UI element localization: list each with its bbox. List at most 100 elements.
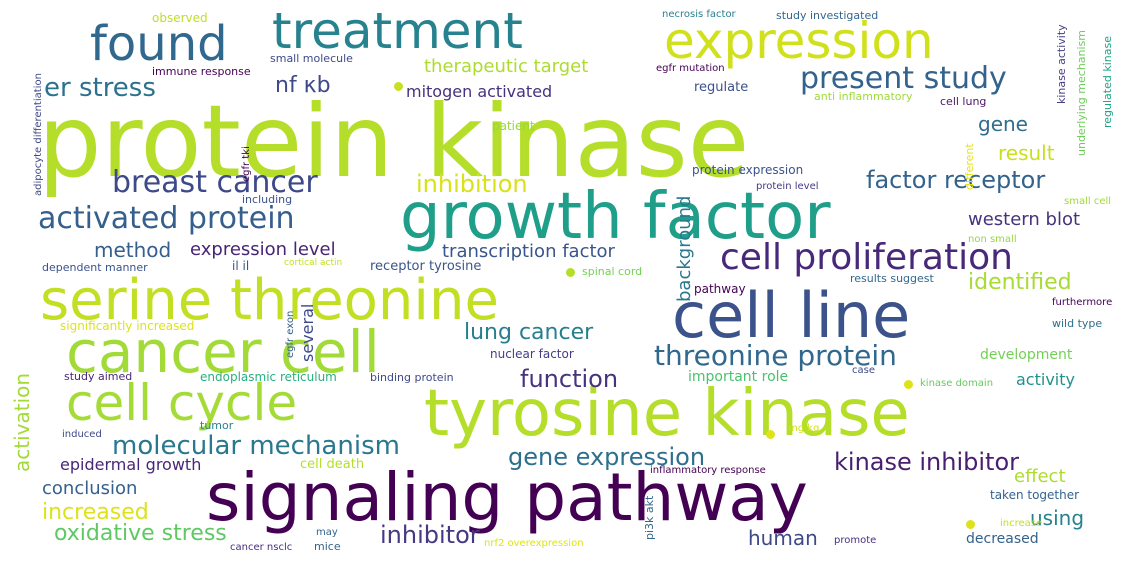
word-signaling-pathway: signaling pathway [206, 459, 808, 536]
word-results-suggest: results suggest [850, 272, 934, 285]
word-breast-cancer: breast cancer [112, 165, 318, 200]
dot-mark [766, 430, 775, 439]
word-egfr-mutation: egfr mutation [656, 63, 725, 74]
word-using: using [1030, 506, 1085, 530]
word-increase: increase [1000, 518, 1043, 529]
word-molecular-mechanism: molecular mechanism [112, 431, 400, 461]
word-nf-kb: nf κb [275, 73, 331, 98]
word-gene-expression: gene expression [508, 443, 706, 471]
word-study-aimed: study aimed [64, 370, 133, 383]
word-serine-threonine: serine threonine [40, 268, 499, 333]
word-er-stress: er stress [44, 73, 156, 103]
word-human: human [748, 526, 818, 550]
dot-mark [904, 380, 913, 389]
dot-mark [566, 268, 575, 277]
word-mitogen-activated: mitogen activated [406, 82, 553, 101]
word-study-investigated: study investigated [776, 9, 879, 22]
word-regulate: regulate [694, 80, 749, 95]
word-furthermore: furthermore [1052, 297, 1113, 308]
word-cell-lung: cell lung [940, 95, 987, 108]
word-cancer-nsclc: cancer nsclc [230, 542, 293, 553]
word-mice: mice [314, 540, 341, 553]
word-lung-cancer: lung cancer [464, 320, 594, 345]
word-anti-inflammatory: anti inflammatory [814, 90, 913, 103]
word-important-role: important role [688, 369, 789, 385]
word-activated-protein: activated protein [38, 201, 295, 236]
word-development: development [980, 347, 1073, 363]
word-regulated-kinase: regulated kinase [1101, 36, 1114, 128]
word-cortical-actin: cortical actin [284, 258, 343, 268]
word-western-blot: western blot [968, 209, 1081, 230]
word-activation: activation [10, 372, 34, 472]
dot-mark [966, 520, 975, 529]
word-gene: gene [978, 112, 1028, 136]
word-transcription-factor: transcription factor [442, 241, 615, 262]
dot-mark [394, 82, 403, 91]
word-adipocyte-differentiation: adipocyte differentiation [33, 73, 44, 196]
word-kinase-domain: kinase domain [920, 378, 994, 389]
word-receptor-tyrosine: receptor tyrosine [370, 259, 482, 274]
word-epidermal-growth: epidermal growth [60, 455, 202, 474]
word-may: may [316, 527, 338, 538]
word-increased: increased [42, 500, 149, 525]
word-identified: identified [968, 270, 1072, 295]
word-inhibition: inhibition [416, 170, 528, 198]
word-necrosis-factor: necrosis factor [662, 9, 736, 20]
word-significantly-increased: significantly increased [60, 319, 195, 333]
word-spinal-cord: spinal cord [582, 265, 643, 278]
word-expression: expression [664, 12, 934, 70]
word-inflammatory-response: inflammatory response [650, 465, 766, 476]
word-endoplasmic-reticulum: endoplasmic reticulum [200, 370, 337, 384]
word-factor-receptor: factor receptor [866, 166, 1046, 194]
word-inhibitor: inhibitor [380, 521, 480, 549]
word-patient: patient [492, 119, 535, 133]
word-protein-kinase: protein kinase [38, 83, 750, 200]
word-mg-kg: mg kg [788, 423, 820, 434]
word-function: function [520, 365, 619, 393]
word-cell-line: cell line [672, 279, 911, 352]
word-kinase-inhibitor: kinase inhibitor [834, 448, 1020, 476]
word-case: case [852, 365, 875, 376]
word-decreased: decreased [966, 531, 1039, 547]
word-egfr-exon: egfr exon [285, 310, 296, 358]
word-tyrosine-kinase: tyrosine kinase [424, 377, 910, 451]
word-threonine-protein: threonine protein [654, 339, 897, 372]
word-several: several [298, 303, 317, 362]
word-il-il: il il [232, 259, 250, 273]
word-small-molecule: small molecule [270, 52, 353, 65]
word-protein-expression: protein expression [692, 163, 804, 177]
word-cell-death: cell death [300, 457, 365, 472]
word-taken-together: taken together [990, 488, 1080, 502]
word-non-small: non small [968, 234, 1017, 245]
word-protein-level: protein level [756, 181, 819, 192]
word-wild-type: wild type [1052, 317, 1103, 330]
word-background: background [674, 195, 695, 302]
word-nuclear-factor: nuclear factor [490, 347, 574, 361]
word-small-cell: small cell [1064, 196, 1112, 207]
word-observed: observed [152, 11, 208, 25]
word-different: different [963, 143, 976, 190]
word-cell-cycle: cell cycle [66, 374, 298, 432]
word-result: result [998, 141, 1055, 165]
word-egfr-tki: egfr tki [241, 146, 252, 182]
word-found: found [90, 16, 228, 72]
word-activity: activity [1016, 370, 1075, 389]
word-cell-proliferation: cell proliferation [720, 237, 1013, 278]
word-effect: effect [1014, 466, 1066, 487]
word-tumor: tumor [200, 419, 234, 432]
word-kinase-activity: kinase activity [1055, 24, 1068, 104]
word-present-study: present study [800, 61, 1007, 96]
word-treatment: treatment [272, 2, 523, 60]
word-including: including [242, 193, 293, 206]
word-expression-level: expression level [190, 239, 336, 260]
word-growth-factor: growth factor [400, 180, 831, 254]
word-dependent-manner: dependent manner [42, 261, 148, 274]
word-underlying-mechanism: underlying mechanism [1075, 29, 1088, 156]
word-immune-response: immune response [152, 65, 251, 78]
word-pi3k-akt: pi3k akt [643, 495, 656, 540]
word-method: method [94, 238, 172, 262]
word-induced: induced [62, 429, 102, 440]
word-pathway: pathway [694, 282, 746, 296]
word-promote: promote [834, 535, 877, 546]
